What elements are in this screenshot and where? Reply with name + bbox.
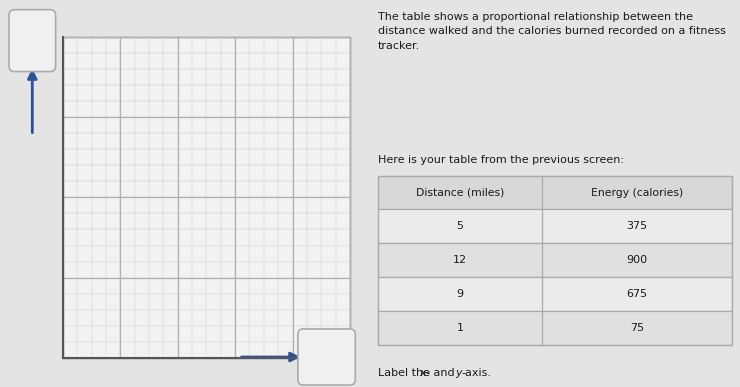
Text: -axis.: -axis. xyxy=(462,368,491,378)
Text: The table shows a proportional relationship between the
distance walked and the : The table shows a proportional relations… xyxy=(378,12,726,51)
Text: - and: - and xyxy=(425,368,458,378)
FancyBboxPatch shape xyxy=(63,37,350,358)
FancyBboxPatch shape xyxy=(378,209,733,243)
Text: Energy (calories): Energy (calories) xyxy=(591,188,683,197)
Text: 1: 1 xyxy=(457,323,463,333)
Text: y: y xyxy=(455,368,462,378)
Text: x: x xyxy=(419,368,426,378)
Text: 75: 75 xyxy=(630,323,644,333)
FancyBboxPatch shape xyxy=(378,176,733,209)
Text: 375: 375 xyxy=(627,221,648,231)
Text: 9: 9 xyxy=(457,289,463,299)
FancyBboxPatch shape xyxy=(378,277,733,311)
Text: Label the: Label the xyxy=(378,368,434,378)
FancyBboxPatch shape xyxy=(298,329,355,385)
Text: Distance (miles): Distance (miles) xyxy=(416,188,504,197)
Text: 900: 900 xyxy=(627,255,648,265)
Text: Here is your table from the previous screen:: Here is your table from the previous scr… xyxy=(378,155,624,165)
Text: 12: 12 xyxy=(453,255,467,265)
FancyBboxPatch shape xyxy=(378,243,733,277)
Text: 5: 5 xyxy=(457,221,463,231)
Text: 675: 675 xyxy=(627,289,648,299)
FancyBboxPatch shape xyxy=(9,10,56,72)
FancyBboxPatch shape xyxy=(378,311,733,345)
